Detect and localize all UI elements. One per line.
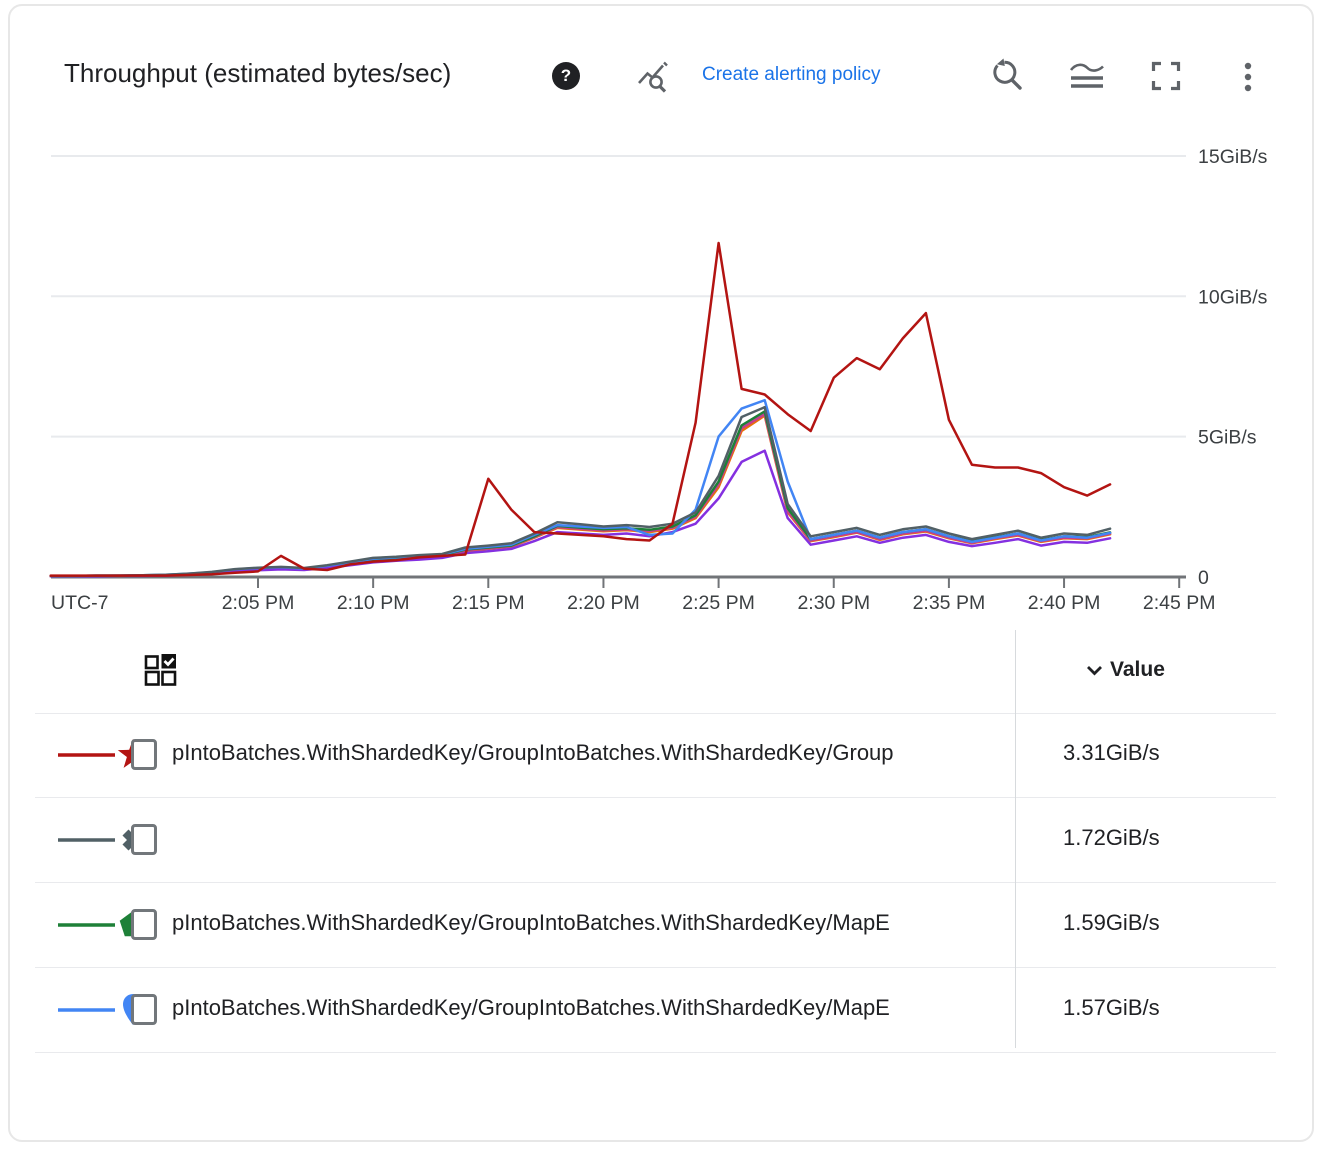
axis-tick-label: 5GiB/s xyxy=(1198,427,1257,449)
axis-tick-label: UTC-7 xyxy=(51,592,108,614)
throughput-chart[interactable]: 15GiB/s 10GiB/s 5GiB/s 0 2:05 PM 2:10 PM 2:15 … xyxy=(0,0,1334,632)
more-options-icon[interactable] xyxy=(1240,60,1256,99)
axis-tick-label: 10GiB/s xyxy=(1198,286,1268,308)
series-value: 1.72GiB/s xyxy=(1063,825,1160,850)
legend-row-red[interactable]: pIntoBatches.WithShardedKey/GroupIntoBat… xyxy=(35,713,1276,798)
axis-tick-label: 2:30 PM xyxy=(797,592,870,614)
axis-tick-label: 2:15 PM xyxy=(452,592,525,614)
axis-tick-label: 2:10 PM xyxy=(337,592,410,614)
metrics-explorer-icon[interactable] xyxy=(636,60,670,99)
axis-tick-label: 2:20 PM xyxy=(567,592,640,614)
series-checkbox[interactable] xyxy=(131,739,157,770)
series-name: pIntoBatches.WithShardedKey/GroupIntoBat… xyxy=(172,740,894,765)
series-line-orange xyxy=(49,414,1112,578)
series-value: 3.31GiB/s xyxy=(1063,740,1160,765)
zoom-reset-icon[interactable] xyxy=(990,58,1026,99)
axis-tick-label: 2:45 PM xyxy=(1143,592,1216,614)
series-value: 1.59GiB/s xyxy=(1063,910,1160,935)
sort-chevron-down-icon xyxy=(1087,665,1102,675)
axis-tick-label: 2:25 PM xyxy=(682,592,755,614)
column-divider xyxy=(1015,630,1016,1048)
page-title: Throughput (estimated bytes/sec) xyxy=(64,58,452,88)
throughput-chart-svg: 15GiB/s 10GiB/s 5GiB/s 0 2:05 PM 2:10 PM 2:15 … xyxy=(49,146,1268,614)
legend-table-header: Value xyxy=(35,630,1276,714)
series-checkbox[interactable] xyxy=(131,909,157,940)
series-name: pIntoBatches.WithShardedKey/GroupIntoBat… xyxy=(172,910,890,935)
series-line-gray xyxy=(49,405,1112,578)
series-line-magenta xyxy=(49,412,1112,578)
axis-tick-label: 2:40 PM xyxy=(1028,592,1101,614)
legend-row-gray[interactable]: 1.72GiB/s xyxy=(35,798,1276,883)
series-checkbox[interactable] xyxy=(131,994,157,1025)
series-checkbox[interactable] xyxy=(131,824,157,855)
series-value: 1.57GiB/s xyxy=(1063,995,1160,1020)
axis-tick-label: 2:35 PM xyxy=(913,592,986,614)
fullscreen-icon[interactable] xyxy=(1150,60,1182,97)
series-name: pIntoBatches.WithShardedKey/GroupIntoBat… xyxy=(172,995,890,1020)
select-series-icon[interactable] xyxy=(143,652,179,693)
value-column-header[interactable]: Value xyxy=(1085,658,1165,682)
series-line-purple xyxy=(49,449,1112,578)
legend-row-green[interactable]: pIntoBatches.WithShardedKey/GroupIntoBat… xyxy=(35,883,1276,968)
create-alerting-policy-link[interactable]: Create alerting policy xyxy=(702,64,881,85)
help-icon[interactable]: ? xyxy=(552,62,580,90)
overlay-mode-icon[interactable] xyxy=(1068,61,1106,98)
axis-tick-label: 15GiB/s xyxy=(1198,146,1268,168)
legend-row-blue[interactable]: pIntoBatches.WithShardedKey/GroupIntoBat… xyxy=(35,968,1276,1053)
axis-tick-label: 0 xyxy=(1198,567,1209,589)
series-line-red xyxy=(49,241,1112,577)
value-header-label: Value xyxy=(1110,658,1165,681)
axis-tick-label: 2:05 PM xyxy=(222,592,295,614)
